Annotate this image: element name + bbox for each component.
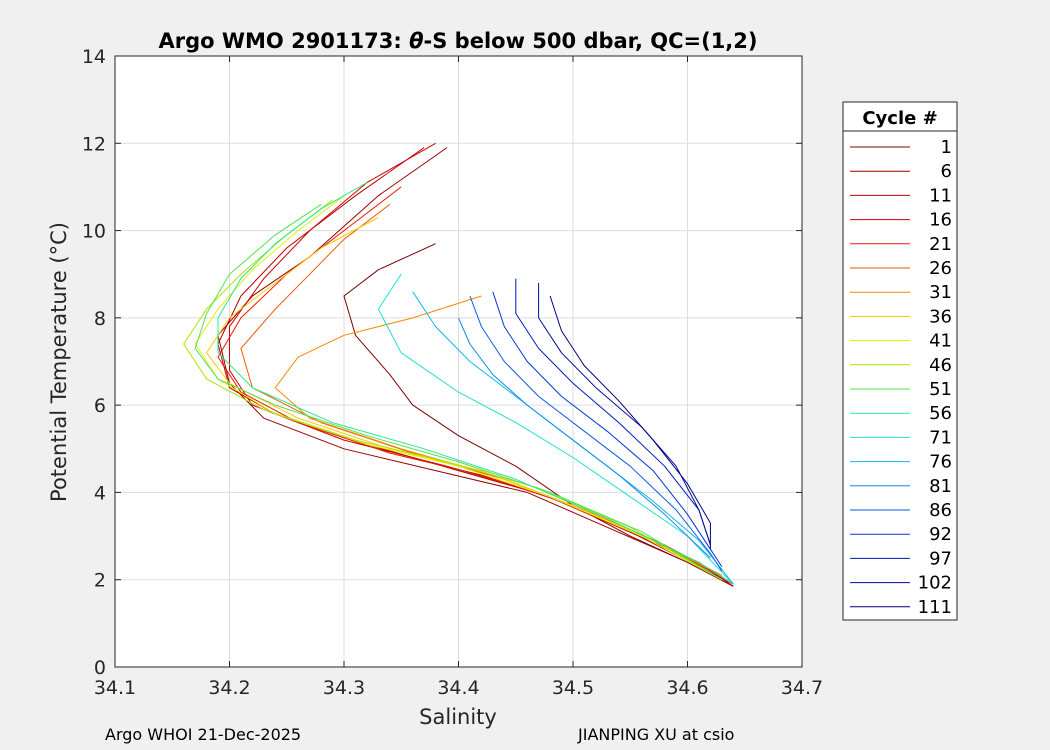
series-line-cycle-41 (194, 195, 723, 581)
y-tick-label: 12 (82, 133, 106, 155)
legend-label-cycle-92: 92 (929, 524, 952, 545)
legend-label-cycle-56: 56 (929, 403, 952, 424)
legend-label-cycle-21: 21 (929, 234, 952, 255)
series-line-cycle-102 (538, 282, 711, 545)
legend-label-cycle-71: 71 (929, 427, 952, 448)
footer-author: JIANPING XU at csio (577, 725, 734, 744)
legend-label-cycle-31: 31 (929, 282, 952, 303)
series-line-cycle-36 (206, 217, 723, 581)
series-line-cycle-16 (229, 142, 734, 587)
x-tick-label: 34.3 (323, 677, 365, 699)
legend-label-cycle-16: 16 (929, 210, 952, 231)
legend-label-cycle-51: 51 (929, 379, 952, 400)
footer-source: Argo WHOI 21-Dec-2025 (105, 725, 301, 744)
legend-label-cycle-26: 26 (929, 258, 952, 279)
series-line-cycle-26 (240, 204, 723, 576)
series-line-cycle-56 (217, 182, 734, 585)
legend-label-cycle-36: 36 (929, 306, 952, 327)
legend: Cycle # 16111621263136414651567176818692… (842, 101, 958, 621)
y-axis-label: Potential Temperature (°C) (47, 222, 71, 502)
legend-label-cycle-86: 86 (929, 500, 952, 521)
y-tick-label: 10 (82, 221, 106, 243)
series-lines (183, 142, 734, 587)
y-tick-label: 4 (94, 482, 106, 504)
legend-label-cycle-46: 46 (929, 355, 952, 376)
y-tick-label: 0 (94, 657, 106, 679)
series-line-cycle-51 (194, 203, 723, 581)
series-line-cycle-111 (549, 295, 711, 550)
series-line-cycle-71 (377, 273, 734, 585)
legend-label-cycle-76: 76 (929, 452, 952, 473)
legend-label-cycle-1: 1 (941, 137, 952, 158)
y-tick-label: 14 (82, 46, 106, 68)
chart-title: Argo WMO 2901173: θ-S below 500 dbar, QC… (158, 29, 757, 53)
legend-label-cycle-6: 6 (941, 161, 952, 182)
series-line-cycle-97 (515, 278, 711, 545)
x-tick-label: 34.6 (666, 677, 708, 699)
y-tick-label: 8 (94, 308, 106, 330)
axis-ticks: 34.1 34.2 34.3 34.4 34.5 34.6 34.7 0 2 4 6 8 10 12 14 (82, 46, 823, 699)
x-tick-label: 34.1 (94, 677, 136, 699)
legend-label-cycle-11: 11 (929, 185, 952, 206)
y-tick-label: 6 (94, 395, 106, 417)
x-axis-label: Salinity (419, 705, 497, 729)
legend-title: Cycle # (862, 108, 937, 129)
series-line-cycle-46 (183, 199, 723, 581)
x-tick-label: 34.4 (437, 677, 479, 699)
x-tick-label: 34.2 (208, 677, 250, 699)
x-tick-label: 34.7 (781, 677, 823, 699)
legend-label-cycle-111: 111 (918, 597, 952, 618)
series-line-cycle-92 (492, 291, 723, 567)
legend-box (842, 101, 958, 621)
legend-label-cycle-41: 41 (929, 331, 952, 352)
series-line-cycle-81 (458, 317, 711, 559)
legend-label-cycle-102: 102 (918, 573, 952, 594)
y-tick-label: 2 (94, 570, 106, 592)
x-tick-label: 34.5 (552, 677, 594, 699)
legend-label-cycle-81: 81 (929, 476, 952, 497)
legend-label-cycle-97: 97 (929, 548, 952, 569)
series-line-cycle-1 (343, 243, 734, 587)
series-line-cycle-86 (469, 295, 723, 572)
